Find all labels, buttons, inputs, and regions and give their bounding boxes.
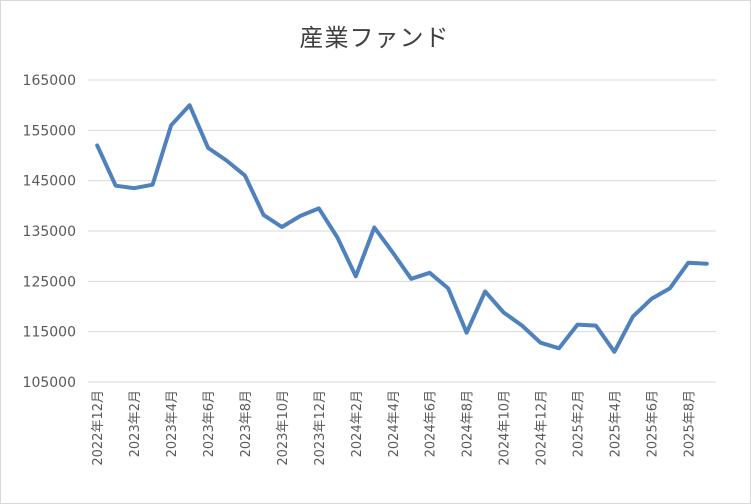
- series-line: [95, 103, 709, 354]
- chart-title: 産業ファンド: [299, 24, 450, 52]
- y-tick-label: 155000: [23, 123, 76, 139]
- x-tick-label: 2023年2月: [128, 390, 143, 457]
- x-tick-label: 2025年6月: [645, 390, 660, 457]
- y-tick-label: 125000: [23, 274, 76, 290]
- y-tick-label: 105000: [23, 375, 76, 391]
- x-tick-label: 2022年12月: [91, 390, 106, 466]
- x-tick-label: 2024年10月: [498, 390, 513, 466]
- x-tick-label: 2024年8月: [461, 390, 476, 457]
- x-axis-ticks: 2022年12月 2023年2月 2023年4月 2023年6月 2023年8月 2023…: [91, 390, 697, 466]
- y-tick-label: 165000: [23, 73, 76, 89]
- x-tick-label: 2024年6月: [424, 390, 439, 457]
- gridlines: [88, 79, 716, 333]
- y-tick-label: 115000: [23, 325, 76, 341]
- x-tick-label: 2023年12月: [313, 390, 328, 466]
- y-tick-label: 145000: [23, 174, 76, 190]
- x-tick-label: 2023年10月: [276, 390, 291, 466]
- x-tick-label: 2023年4月: [165, 390, 180, 457]
- x-tick-label: 2024年2月: [350, 390, 365, 457]
- x-tick-label: 2024年12月: [535, 390, 550, 466]
- x-tick-label: 2025年8月: [682, 390, 697, 457]
- y-axis-ticks: 105000 115000 125000 135000 145000 155000 1650…: [23, 73, 76, 391]
- x-tick-label: 2023年6月: [202, 390, 217, 457]
- y-tick-label: 135000: [23, 224, 76, 240]
- x-tick-label: 2023年8月: [239, 390, 254, 457]
- x-tick-label: 2024年4月: [387, 390, 402, 457]
- x-tick-label: 2025年4月: [608, 390, 623, 457]
- x-tick-label: 2025年2月: [571, 390, 586, 457]
